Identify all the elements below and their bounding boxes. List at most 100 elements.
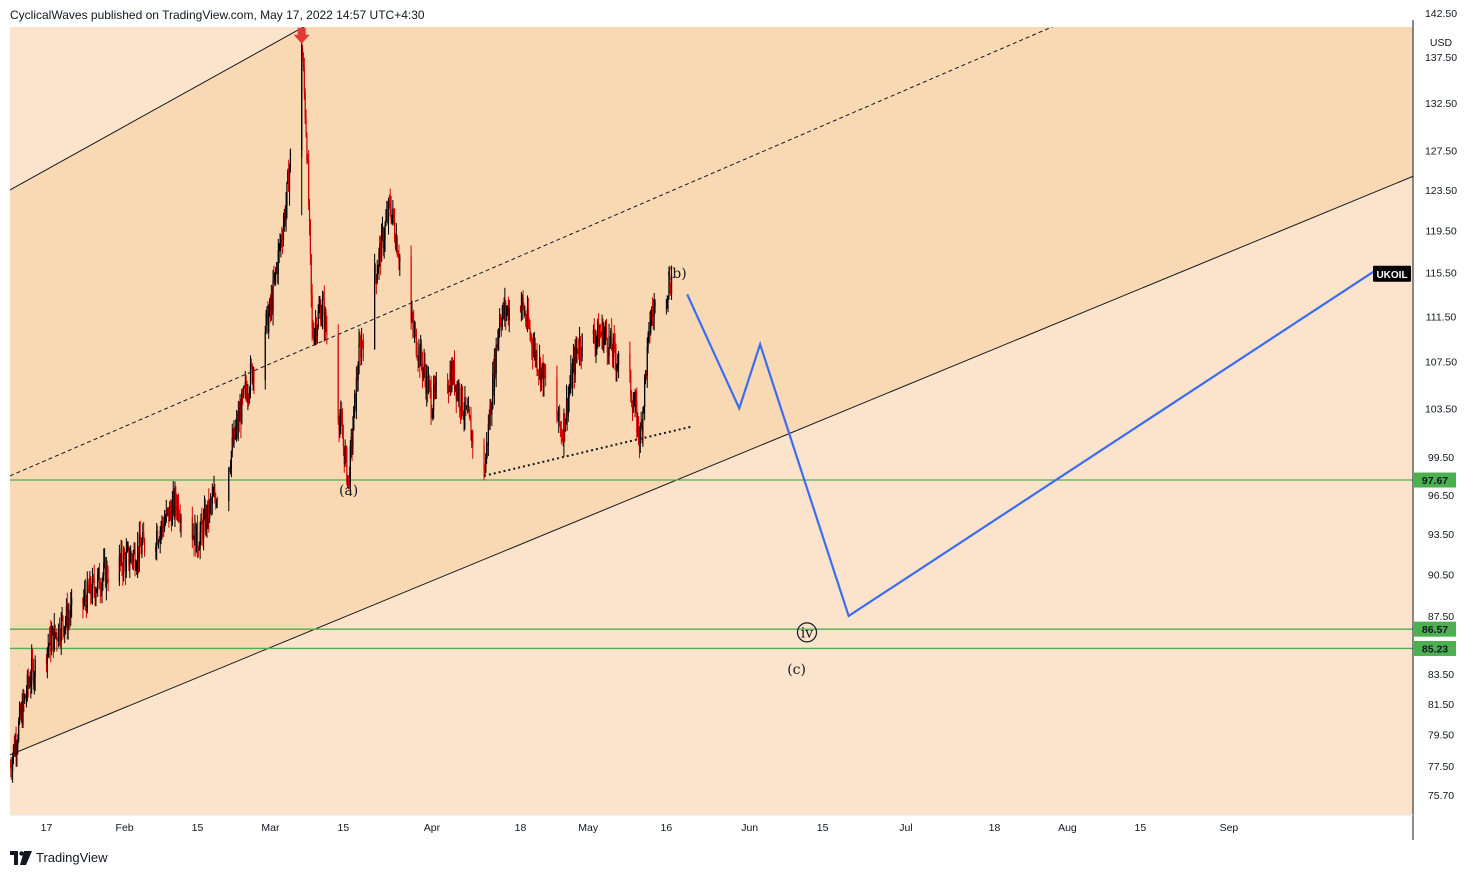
candle-body — [642, 410, 644, 433]
candle-body — [484, 469, 486, 473]
candle-body — [47, 646, 49, 649]
candle-body — [250, 363, 252, 365]
candle-body — [506, 306, 509, 312]
candle-body — [360, 343, 362, 358]
candle-body — [246, 391, 248, 401]
candle-body — [155, 546, 157, 553]
candle-body — [596, 336, 598, 342]
candle-body — [604, 331, 606, 334]
candle-body — [578, 338, 581, 355]
candle-body — [523, 304, 525, 315]
candle-body — [156, 530, 159, 544]
candle-body — [452, 365, 454, 381]
candle-body — [488, 423, 490, 425]
candle-body — [462, 413, 464, 418]
candle-body — [143, 539, 146, 553]
candle-body — [104, 560, 106, 563]
y-tick-label: 77.50 — [1428, 761, 1454, 773]
candle-body — [450, 373, 452, 391]
candle-body — [95, 592, 97, 599]
wave-label[interactable]: (b) — [667, 266, 687, 282]
candle-body — [388, 200, 390, 202]
wave-label[interactable]: iv — [801, 625, 813, 641]
candle-body — [361, 340, 363, 358]
support-trendline[interactable] — [483, 425, 693, 477]
candle-body — [177, 500, 180, 518]
candle-body — [594, 340, 596, 349]
candle-body — [381, 230, 384, 232]
candle-body — [635, 398, 637, 401]
candle-body — [377, 267, 379, 274]
y-tick-label: 96.50 — [1428, 490, 1454, 502]
candle-body — [467, 408, 470, 413]
wave-label[interactable]: (c) — [787, 662, 806, 678]
candle-body — [495, 345, 497, 375]
candle-body — [600, 334, 602, 336]
x-tick-label: Apr — [424, 822, 441, 834]
candle-body — [105, 565, 107, 587]
candle-body — [609, 336, 611, 343]
candle-body — [141, 542, 143, 554]
wave-label[interactable]: iii — [295, 5, 309, 21]
x-tick-label: 15 — [192, 822, 204, 834]
candle-body — [322, 297, 325, 300]
candle-body — [470, 420, 472, 441]
candle-body — [124, 557, 127, 572]
price-level-label: 85.23 — [1422, 643, 1448, 655]
candle-body — [157, 541, 160, 544]
wave-label[interactable]: (a) — [339, 483, 358, 499]
candle-body — [378, 251, 380, 268]
projection-path[interactable] — [686, 266, 1381, 618]
candle-body — [25, 695, 28, 698]
candle-body — [98, 568, 101, 589]
candle-body — [91, 576, 94, 599]
tradingview-footer[interactable]: TradingView — [10, 850, 108, 865]
candle-body — [228, 468, 230, 501]
candle-body — [453, 362, 456, 390]
candle-body — [432, 409, 434, 417]
candle-body — [359, 342, 361, 344]
channel-median-line[interactable] — [10, 0, 1413, 477]
y-tick-label: 132.50 — [1425, 98, 1457, 110]
candle-body — [252, 370, 254, 382]
candle-body — [57, 639, 59, 642]
candle-body — [524, 314, 526, 316]
channel-lower-line[interactable] — [10, 175, 1413, 756]
price-level-badge — [1414, 621, 1456, 637]
candle-body — [348, 476, 351, 486]
candle-body — [12, 745, 15, 757]
candle-body — [172, 492, 174, 503]
candle-body — [351, 436, 353, 447]
x-tick-label: May — [578, 822, 599, 834]
channel-upper-line[interactable] — [10, 0, 1413, 191]
candle-body — [156, 530, 158, 547]
candle-body — [170, 511, 173, 525]
candle-body — [68, 616, 70, 618]
candle-body — [558, 406, 561, 424]
candle-body — [310, 254, 312, 295]
candle-body — [280, 237, 282, 245]
candle-body — [347, 475, 349, 483]
candle-body — [526, 309, 529, 325]
candle-body — [166, 510, 168, 512]
candle-body — [243, 387, 246, 389]
candle-body — [66, 606, 68, 630]
candle-body — [133, 549, 135, 553]
candle-body — [485, 457, 487, 473]
candle-body — [203, 517, 205, 539]
candle-body — [519, 308, 522, 311]
candle-body — [629, 353, 631, 372]
candle-body — [276, 266, 279, 274]
candle-body — [235, 420, 238, 429]
candle-body — [468, 408, 470, 416]
candle-body — [140, 546, 142, 554]
candle-body — [529, 327, 531, 336]
candle-body — [91, 594, 93, 599]
candle-body — [578, 351, 580, 355]
candle-body — [612, 338, 614, 358]
candle-body — [241, 392, 243, 424]
ticker-label: UKOIL — [1376, 270, 1407, 281]
candle-body — [63, 626, 65, 635]
x-tick-label: Feb — [116, 822, 134, 834]
